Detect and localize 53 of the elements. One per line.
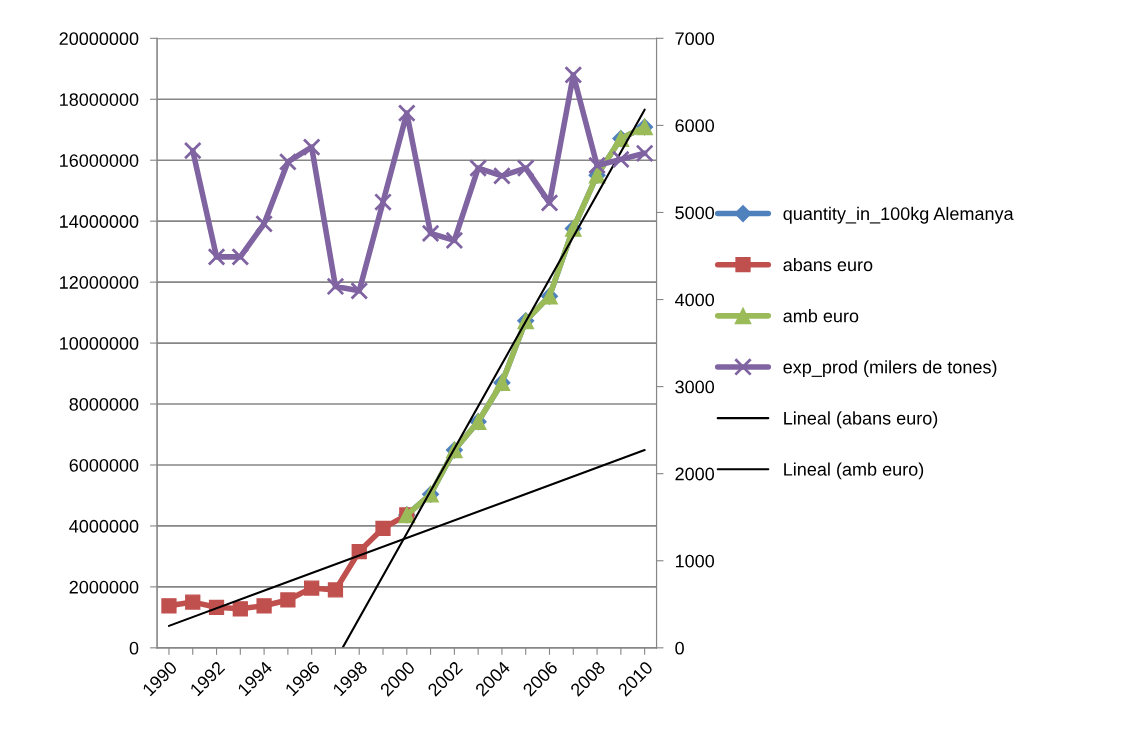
y2-tick-label: 7000 [675, 32, 715, 46]
point [185, 594, 201, 610]
point [326, 277, 345, 296]
y2-tick-label: 1000 [675, 554, 715, 568]
y-tick-label: 2000000 [69, 580, 139, 594]
y2-tick-label: 0 [675, 641, 684, 655]
point [611, 150, 630, 169]
point [421, 224, 440, 243]
point [327, 582, 344, 598]
point [255, 214, 274, 233]
point [564, 65, 583, 84]
y-tick-label: 8000000 [69, 397, 139, 411]
point [588, 156, 607, 175]
point [183, 141, 202, 160]
legend-label: quantity_in_100kg Alemanya [783, 206, 1014, 224]
y2-tick-label: 6000 [675, 119, 715, 133]
legend-label: Lineal (abans euro) [784, 411, 938, 429]
y-tick-label: 0 [129, 641, 139, 655]
point [161, 598, 177, 614]
legend-label: abans euro [783, 257, 873, 272]
legend-label: amb euro [783, 309, 859, 323]
y-tick-label: 20000000 [59, 32, 139, 46]
point [304, 580, 320, 596]
legend-label: exp_prod (milers de tones) [783, 360, 997, 378]
y-tick-label: 14000000 [60, 215, 139, 228]
legend-label: Lineal (amb euro) [784, 462, 924, 480]
y-tick-label: 10000000 [60, 337, 139, 350]
point [635, 144, 654, 163]
point [373, 192, 393, 212]
point [397, 104, 416, 123]
point [231, 247, 250, 266]
point [516, 159, 535, 178]
y-tick-label: 18000000 [60, 93, 139, 106]
point [207, 247, 226, 266]
y-tick-label: 12000000 [60, 276, 139, 289]
point [469, 159, 488, 178]
point [302, 138, 321, 157]
point [278, 152, 297, 171]
y-tick-label: 6000000 [69, 458, 139, 472]
y2-tick-label: 4000 [675, 293, 715, 307]
point [280, 592, 296, 608]
y-tick-label: 16000000 [60, 154, 139, 167]
y2-tick-label: 5000 [675, 206, 715, 220]
point [232, 601, 248, 617]
point [492, 166, 511, 185]
point [350, 281, 369, 300]
y2-tick-label: 2000 [675, 467, 715, 481]
point [256, 598, 272, 614]
point [445, 231, 464, 250]
point [540, 193, 559, 212]
y-tick-label: 4000000 [69, 519, 139, 533]
y2-tick-label: 3000 [675, 380, 715, 394]
point [375, 520, 391, 537]
